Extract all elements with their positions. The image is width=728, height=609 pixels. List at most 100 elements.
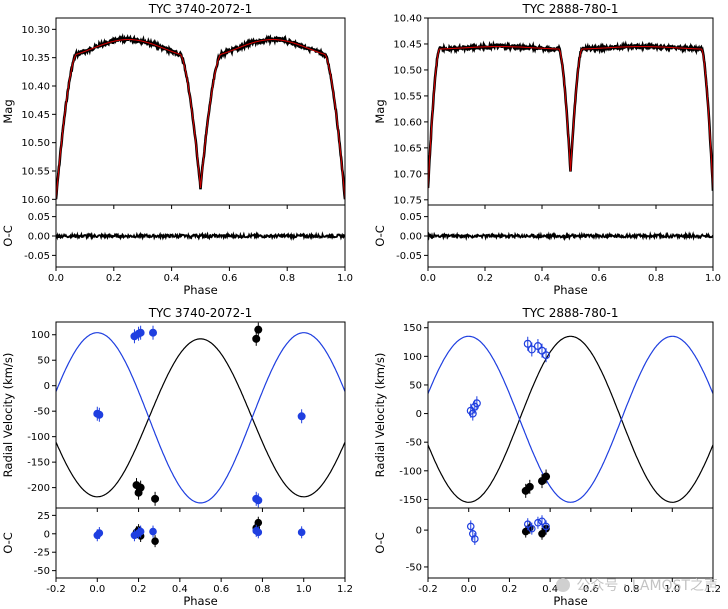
rv-data-point (252, 334, 261, 343)
residual-point (538, 517, 546, 526)
rv-data-point (472, 399, 481, 408)
x-tick-label: 0.4 (172, 584, 188, 595)
x-tick-label: 1.0 (337, 273, 353, 284)
plot-area (56, 322, 345, 508)
rv-model-curve-2 (56, 332, 345, 504)
rv-data-point (523, 339, 532, 348)
chart-title: TYC 3740-2072-1 (148, 2, 253, 16)
resid-y-tick-label: -0.05 (396, 251, 422, 262)
residual-point (254, 518, 263, 527)
watermark-text: 公众号 · LAMOST之声 (576, 578, 718, 594)
resid-y-tick-label: 0.05 (400, 212, 422, 223)
y-tick-label: -50 (34, 407, 50, 418)
resid-y-tick-label: 0.00 (28, 232, 50, 243)
y-tick-label: 10.40 (393, 14, 422, 25)
rv-data-point (95, 410, 104, 419)
x-tick-label: 0.8 (254, 584, 270, 595)
y-tick-label: 10.65 (393, 143, 422, 154)
resid-axis-label: O-C (373, 225, 387, 247)
residual-point (542, 522, 550, 531)
chart-title: TYC 2888-780-1 (522, 2, 619, 16)
x-tick-label: 0.6 (221, 273, 237, 284)
rv-data-point (254, 325, 263, 334)
x-axis-label: Phase (183, 594, 217, 608)
residual-point (149, 527, 157, 536)
y-tick-label: 10.75 (393, 195, 422, 206)
x-tick-label: 0.0 (48, 273, 64, 284)
rv-data-point (542, 351, 551, 360)
x-tick-label: 1.0 (664, 584, 680, 595)
watermark: 公众号 · LAMOST之声 (556, 575, 718, 595)
rv-data-point (136, 483, 145, 492)
y-tick-label: 10.70 (393, 169, 422, 180)
x-tick-label: -0.2 (46, 584, 66, 595)
chart-panel-3: TYC 3740-2072-1 -0.2 0.0 0.2 0.4 0.6 0.8 1.0 1.2… (1, 306, 353, 608)
rv-data-point (149, 328, 158, 337)
x-axis-label: Phase (553, 594, 587, 608)
residual-area (56, 231, 345, 242)
model-curve (56, 38, 345, 200)
resid-y-tick-label: -50 (34, 566, 50, 577)
residual-series (428, 231, 713, 242)
residual-area (466, 515, 550, 545)
x-tick-label: 0.8 (624, 584, 640, 595)
rv-data-point (525, 482, 534, 491)
y-tick-label: 10.60 (21, 195, 50, 206)
x-tick-label: 0.6 (583, 584, 599, 595)
y-tick-label: -200 (27, 483, 50, 494)
residual-point (254, 528, 263, 537)
residual-point (534, 518, 542, 527)
rv-data-point (527, 345, 536, 354)
x-tick-label: 0.8 (648, 273, 664, 284)
plot-area (428, 335, 713, 503)
residual-point (471, 535, 479, 543)
x-tick-label: 0.0 (420, 273, 436, 284)
rv-model-curve-1 (428, 335, 713, 503)
y-tick-label: 100 (31, 330, 50, 341)
y-tick-label: 10.35 (21, 53, 50, 64)
x-tick-label: 0.2 (131, 584, 147, 595)
x-tick-label: 0.4 (542, 584, 558, 595)
y-tick-label: 150 (403, 323, 422, 334)
y-tick-label: 50 (37, 356, 50, 367)
residual-point (136, 527, 145, 536)
x-tick-label: 0.0 (89, 584, 105, 595)
x-tick-label: 0.2 (501, 584, 517, 595)
y-tick-label: 10.60 (393, 117, 422, 128)
resid-y-tick-label: 0 (416, 526, 422, 537)
y-tick-label: 10.50 (393, 65, 422, 76)
y-tick-label: 0 (416, 409, 422, 420)
y-tick-label: -100 (27, 432, 50, 443)
x-tick-label: 1.0 (296, 584, 312, 595)
chart-title: TYC 3740-2072-1 (148, 306, 253, 320)
y-axis-label: Radial Velocity (km/s) (1, 353, 15, 478)
x-tick-label: 1.0 (705, 273, 721, 284)
x-tick-label: 0.6 (591, 273, 607, 284)
y-tick-label: -150 (399, 495, 422, 506)
y-tick-label: -50 (406, 438, 422, 449)
model-curve (428, 46, 713, 190)
rv-model-curve-2 (428, 335, 713, 503)
residual-axes-frame (427, 507, 714, 579)
resid-y-tick-label: -0.05 (24, 251, 50, 262)
wechat-logo-icon (556, 578, 571, 592)
y-tick-label: 0 (44, 381, 50, 392)
residual-point (95, 529, 104, 537)
plot-area (428, 40, 713, 191)
resid-y-tick-label: 0.05 (28, 212, 50, 223)
residual-area (93, 516, 306, 548)
y-tick-label: 100 (403, 352, 422, 363)
rv-data-point (136, 328, 145, 337)
x-axis-label: Phase (183, 283, 217, 297)
chart-panel-1: TYC 3740-2072-1 0.0 0.2 0.4 0.6 0.8 1.0 Phase 10… (1, 2, 353, 297)
rv-data-point (542, 472, 551, 481)
x-tick-label: 1.2 (337, 584, 353, 595)
y-axis-label: Mag (373, 99, 387, 123)
resid-axis-label: O-C (1, 532, 15, 554)
x-tick-label: 0.8 (279, 273, 295, 284)
residual-point (297, 528, 306, 537)
y-axis-label: Radial Velocity (km/s) (373, 353, 387, 478)
y-tick-label: 50 (409, 380, 422, 391)
y-tick-label: 10.30 (21, 25, 50, 36)
